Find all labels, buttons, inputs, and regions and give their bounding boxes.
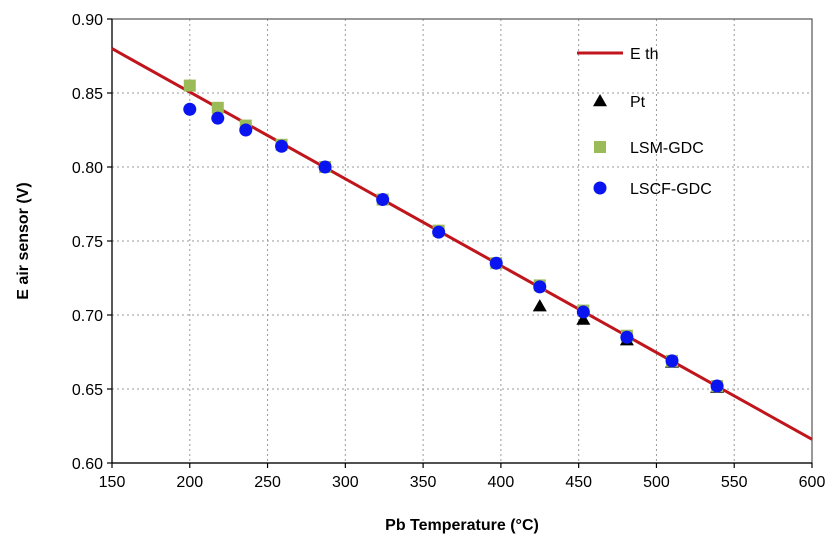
x-tick-label: 450	[565, 474, 592, 491]
circle-point	[211, 111, 225, 125]
legend-item: Pt	[593, 94, 646, 111]
axes: 150 200 250 300 350 400 450 500 550 600 0.60 0.65 0.…	[72, 12, 826, 491]
y-tick-label: 0.60	[72, 456, 103, 473]
circle-point	[533, 280, 547, 294]
y-tick-label: 0.65	[72, 382, 103, 399]
x-tick-label: 300	[332, 474, 359, 491]
legend-triangle-swatch	[593, 94, 607, 107]
x-tick-label: 550	[721, 474, 748, 491]
x-tick-label: 150	[99, 474, 126, 491]
series-lscf-gdc	[183, 102, 724, 393]
x-tick-label: 500	[643, 474, 670, 491]
x-tick-label: 200	[176, 474, 203, 491]
legend-label: E th	[630, 46, 658, 63]
y-axis-title: E air sensor (V)	[15, 182, 32, 299]
y-tick-label: 0.75	[72, 234, 103, 251]
grid	[112, 19, 812, 463]
x-tick-label: 350	[410, 474, 437, 491]
x-tick-label: 250	[254, 474, 281, 491]
y-tick-label: 0.70	[72, 308, 103, 325]
square-point	[211, 101, 224, 114]
circle-point	[318, 160, 332, 174]
circle-point	[239, 123, 253, 137]
square-point	[183, 79, 196, 92]
legend: E th Pt LSM-GDC LSCF-GDC	[577, 46, 712, 198]
circle-point	[183, 102, 197, 116]
legend-item: LSCF-GDC	[593, 181, 712, 198]
legend-item: LSM-GDC	[594, 140, 704, 157]
circle-point	[665, 354, 679, 368]
legend-square-swatch	[594, 141, 606, 153]
legend-label: LSM-GDC	[630, 140, 704, 157]
x-axis-title: Pb Temperature (°C)	[385, 517, 539, 534]
circle-point	[489, 256, 503, 270]
y-tick-label: 0.80	[72, 160, 103, 177]
legend-label: LSCF-GDC	[630, 181, 712, 198]
triangle-point	[576, 312, 591, 325]
circle-point	[432, 225, 446, 239]
circle-point	[275, 139, 289, 153]
circle-point	[710, 379, 724, 393]
legend-circle-swatch	[593, 181, 607, 195]
y-tick-label: 0.85	[72, 86, 103, 103]
y-tick-label: 0.90	[72, 12, 103, 29]
circle-point	[576, 305, 590, 319]
circle-point	[620, 330, 634, 344]
x-tick-label: 600	[799, 474, 826, 491]
triangle-point	[532, 299, 547, 312]
legend-label: Pt	[630, 94, 646, 111]
series-layer	[111, 47, 813, 441]
circle-point	[376, 193, 390, 207]
e-th-line-segment	[111, 47, 813, 441]
legend-item: E th	[577, 46, 658, 63]
series-e-th	[111, 47, 813, 441]
series-pt	[532, 299, 725, 393]
x-tick-label: 400	[488, 474, 515, 491]
